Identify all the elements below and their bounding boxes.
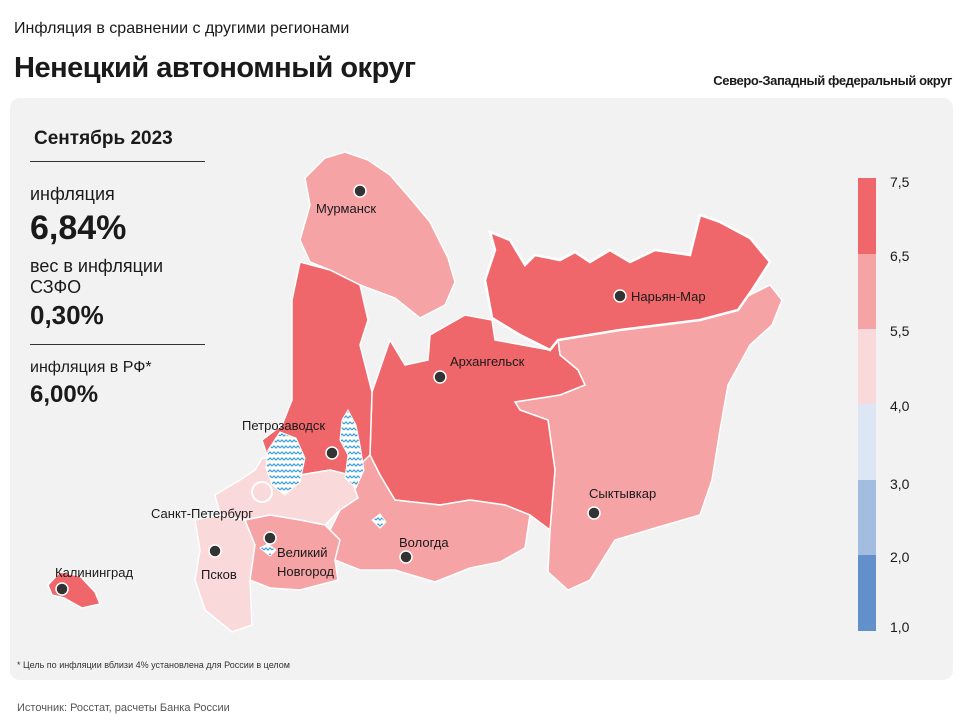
city-label-novgorod-1: Великий [277,545,328,560]
legend-tick-0: 7,5 [890,174,910,190]
district-label: Северо-Западный федеральный округ [713,73,952,88]
region-pskov [194,514,256,633]
city-marker-kaliningrad [55,582,69,596]
legend-bin-6 [858,555,876,631]
legend-tick-3: 4,0 [890,398,910,414]
city-marker-arkhangelsk [433,370,447,384]
legend-tick-2: 5,5 [890,323,910,339]
city-markers [55,184,627,596]
page-title: Ненецкий автономный округ [14,52,416,84]
legend-tick-5: 2,0 [890,549,910,565]
footnote: * Цель по инфляции вблизи 4% установлена… [17,660,290,670]
legend-tick-4: 3,0 [890,476,910,492]
city-label-naryan-mar: Нарьян-Мар [631,289,706,304]
city-marker-petrozavodsk [325,446,339,460]
lake-ladoga [265,431,306,496]
lake-onega [339,408,365,489]
legend-bin-5 [858,480,876,555]
period-label: Сентябрь 2023 [30,128,205,162]
lake-ilmen [259,543,277,557]
city-marker-syktyvkar [587,506,601,520]
city-marker-murmansk [353,184,367,198]
info-panel: Сентябрь 2023 инфляция 6,84% вес в инфля… [30,128,205,409]
region-nenets [483,213,772,352]
weight-value: 0,30% [30,300,104,330]
legend-bin-4 [858,404,876,480]
city-label-novgorod-2: Новгород [277,564,334,579]
legend-bin-3 [858,329,876,404]
city-marker-vologda [399,550,413,564]
city-marker-pskov [208,544,222,558]
legend: 7,5 6,5 5,5 4,0 3,0 2,0 1,0 [858,174,910,635]
source-note: Источник: Росстат, расчеты Банка России [17,702,230,714]
page-subtitle: Инфляция в сравнении с другими регионами [14,20,350,37]
city-label-murmansk: Мурманск [316,201,376,216]
city-label-kaliningrad: Калининград [55,565,133,580]
legend-tick-1: 6,5 [890,248,910,264]
city-label-arkhangelsk: Архангельск [450,354,525,369]
city-label-spb: Санкт-Петербург [151,506,253,521]
city-label-petrozavodsk: Петрозаводск [242,418,325,433]
lake-beloye [371,513,387,529]
legend-bin-1 [858,178,876,254]
weight-label: вес в инфляции СЗФО [30,256,164,297]
inflation-label: инфляция [30,184,115,204]
legend-bin-2 [858,254,876,329]
rf-inflation-value: 6,00% [30,381,99,408]
info-divider [30,344,205,345]
city-marker-spb [263,531,277,545]
inflation-value: 6,84% [30,209,127,247]
city-label-vologda: Вологда [399,535,449,550]
city-marker-naryan-mar [613,289,627,303]
city-label-pskov: Псков [201,567,237,582]
legend-tick-6: 1,0 [890,619,910,635]
region-spb [251,481,273,503]
city-label-syktyvkar: Сыктывкар [589,486,656,501]
rf-inflation-label: инфляция в РФ* [30,359,152,376]
region-kaliningrad [47,571,102,609]
